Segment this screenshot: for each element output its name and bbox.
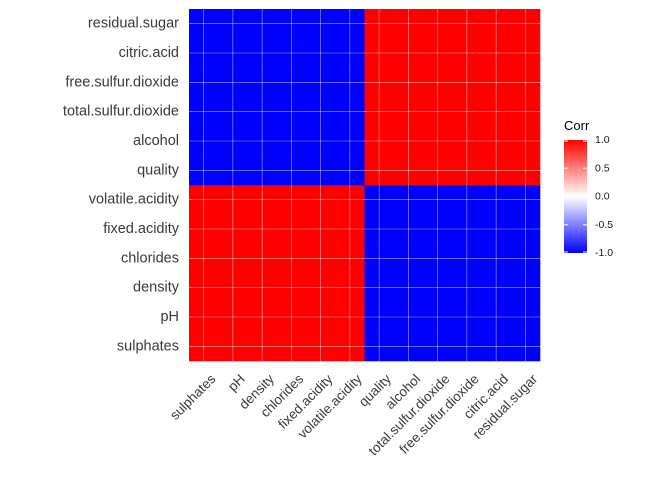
y-tick-label: residual.sugar <box>88 16 179 32</box>
x-tick-label: sulphates <box>167 371 219 423</box>
y-tick-label: density <box>133 280 180 296</box>
y-tick-label: volatile.acidity <box>89 192 180 208</box>
y-tick-label: total.sulfur.dioxide <box>63 104 179 120</box>
y-tick-label: citric.acid <box>119 45 179 61</box>
y-tick-label: chlorides <box>121 250 179 266</box>
x-tick-label: pH <box>225 371 248 394</box>
heatmap-cells <box>189 9 541 362</box>
legend-tick-label: 1.0 <box>595 134 610 146</box>
x-axis-labels: sulphates pHdensitychloridesfixed.acidity… <box>167 371 541 458</box>
y-tick-label: alcohol <box>133 133 179 149</box>
legend-tick-label: 0.5 <box>595 162 610 174</box>
y-tick-label: pH <box>160 309 179 325</box>
y-tick-label: quality <box>137 162 180 178</box>
legend-tick-label: -1.0 <box>595 247 613 259</box>
heatmap-gridlines <box>189 9 540 361</box>
y-tick-label: fixed.acidity <box>103 221 180 237</box>
legend-tick-label: 0.0 <box>595 191 610 203</box>
legend-title: Corr <box>564 118 590 133</box>
legend-tick-label: -0.5 <box>595 219 613 231</box>
y-tick-label: free.sulfur.dioxide <box>65 74 179 90</box>
color-legend: Corr 1.0 0.5 0.0 -0.5 -1.0 <box>564 118 613 259</box>
y-tick-label: sulphates <box>117 338 179 354</box>
legend-color-bar <box>564 140 587 253</box>
y-axis-labels: sulphates pH density chlorides fixed.acidity… <box>63 16 180 355</box>
